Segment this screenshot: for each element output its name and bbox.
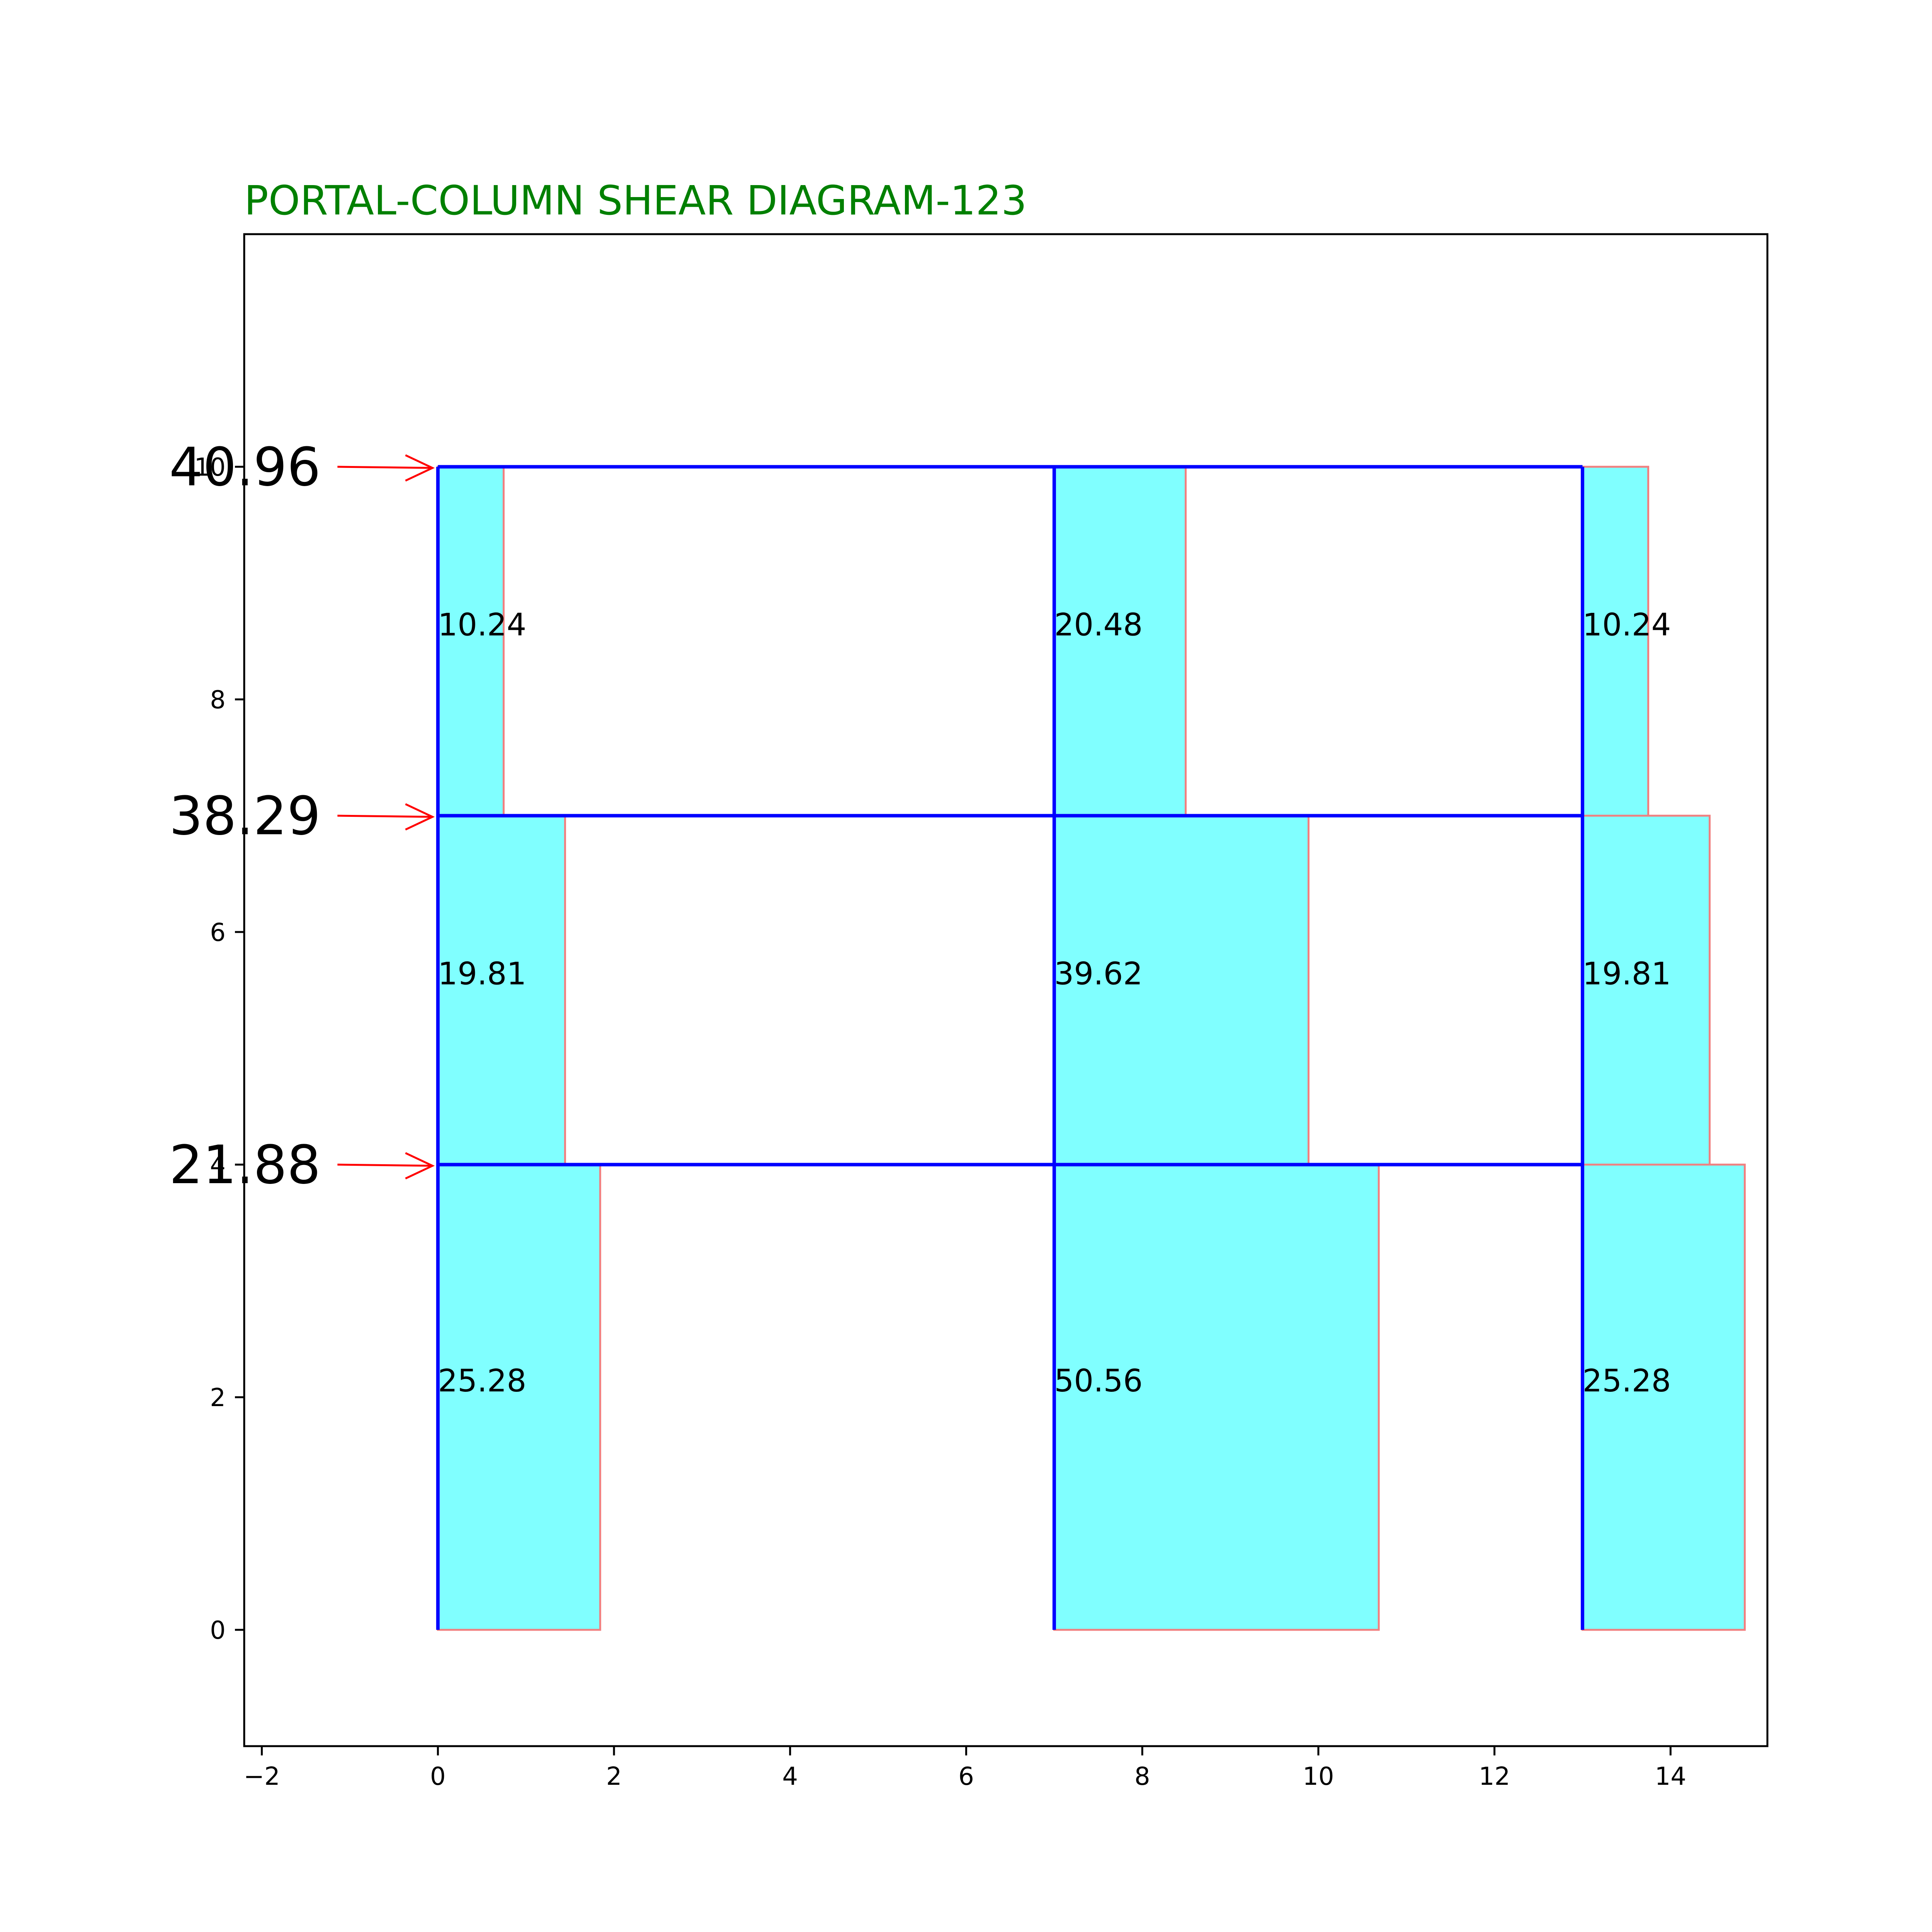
shear-bars	[437, 466, 1746, 1631]
shear-value-label: 25.28	[1582, 1363, 1671, 1399]
x-tick-label: 12	[1479, 1762, 1510, 1791]
y-tick-label: 4	[210, 1151, 226, 1180]
load-arrow-shaft	[337, 466, 433, 469]
shear-bar	[437, 815, 566, 1166]
shear-value-label: 20.48	[1054, 607, 1143, 643]
shear-value-label: 19.81	[438, 956, 526, 992]
shear-labels: 25.28 50.56 25.28 19.81 39.62 19.81 10.24 20.48…	[438, 607, 1671, 1399]
y-axis: 0 2 4 6 8 10	[194, 453, 244, 1645]
y-tick-label: 8	[210, 686, 226, 714]
chart-title: PORTAL-COLUMN SHEAR DIAGRAM-123	[244, 177, 1027, 224]
load-arrow-head	[405, 1152, 435, 1180]
shear-bar	[1581, 815, 1711, 1166]
x-tick-label: 10	[1303, 1762, 1334, 1791]
load-arrow-shaft	[337, 815, 433, 818]
x-tick-label: 4	[782, 1762, 798, 1791]
shear-value-label: 10.24	[1582, 607, 1671, 643]
y-tick-label: 6	[210, 918, 226, 947]
y-tick-label: 2	[210, 1384, 226, 1412]
load-arrow-head	[405, 803, 435, 831]
portal-frame	[436, 465, 1584, 1630]
load-arrow-shaft	[337, 1163, 433, 1167]
x-tick-label: 2	[606, 1762, 622, 1791]
shear-value-label: 10.24	[438, 607, 526, 643]
shear-value-label: 50.56	[1054, 1363, 1143, 1399]
shear-bar	[437, 1163, 601, 1631]
x-axis: −2 0 2 4 6 8 10 12 14	[243, 1746, 1686, 1791]
y-tick-label: 0	[210, 1616, 226, 1645]
load-arrow-head	[405, 454, 435, 482]
shear-value-label: 19.81	[1582, 956, 1671, 992]
plot-area-border	[243, 233, 1769, 1747]
x-tick-label: −2	[243, 1762, 280, 1791]
shear-value-label: 39.62	[1054, 956, 1143, 992]
shear-value-label: 25.28	[438, 1363, 526, 1399]
x-tick-label: 6	[958, 1762, 974, 1791]
x-tick-label: 0	[430, 1762, 446, 1791]
shear-bar	[1053, 815, 1310, 1166]
x-tick-label: 14	[1655, 1762, 1686, 1791]
shear-bar	[1053, 1163, 1380, 1631]
x-tick-label: 8	[1134, 1762, 1150, 1791]
y-tick-label: 10	[194, 453, 226, 482]
